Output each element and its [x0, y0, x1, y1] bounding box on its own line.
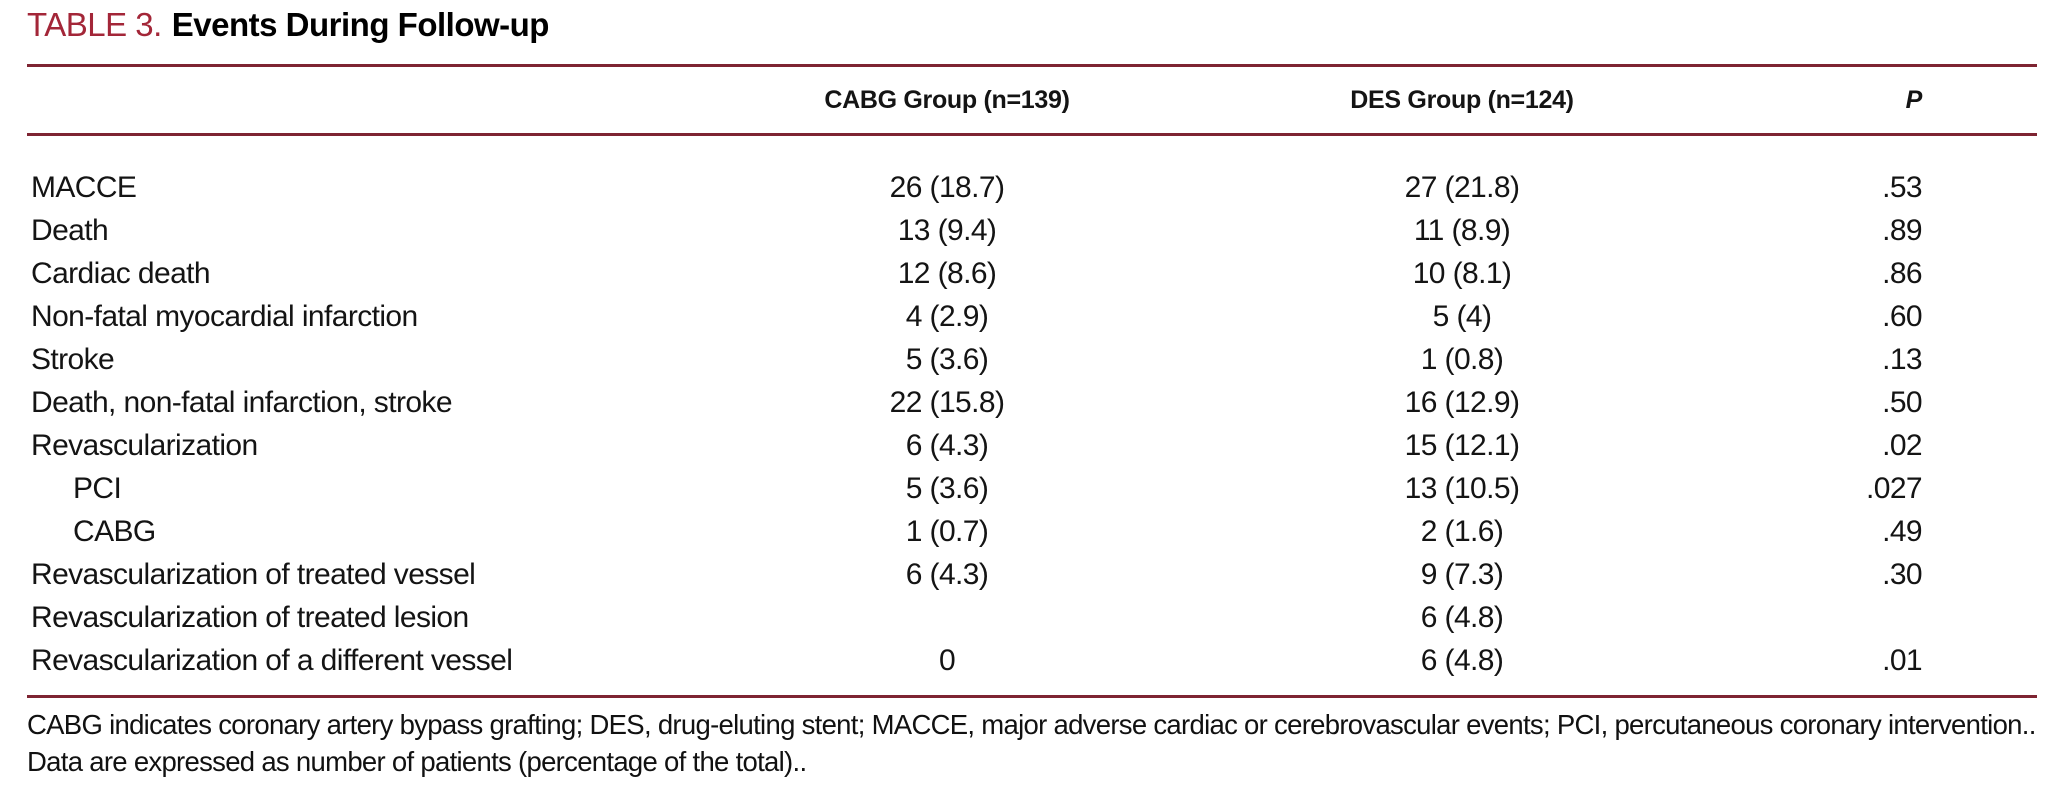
p-value: .53	[1882, 170, 1923, 204]
table-footnotes: CABG indicates coronary artery bypass gr…	[27, 706, 2037, 780]
p-value: .027	[1866, 471, 1923, 505]
cabg-value: 12 (8.6)	[897, 256, 997, 290]
p-value: .02	[1882, 428, 1923, 462]
rule-top	[27, 64, 2037, 67]
row-label: Non-fatal myocardial infarction	[31, 299, 418, 333]
des-value: 6 (4.8)	[1420, 643, 1504, 677]
table-title: TABLE 3. Events During Follow-up	[27, 6, 549, 44]
table-row: CABG 1 (0.7) 2 (1.6) .49	[27, 510, 2037, 553]
table-row: MACCE 26 (18.7) 27 (21.8) .53	[27, 166, 2037, 209]
row-label: Revascularization of a different vessel	[31, 643, 513, 677]
cabg-value: 5 (3.6)	[905, 342, 989, 376]
des-value: 1 (0.8)	[1420, 342, 1504, 376]
des-value: 9 (7.3)	[1420, 557, 1504, 591]
p-value: .89	[1882, 213, 1923, 247]
table-row: Non-fatal myocardial infarction 4 (2.9) …	[27, 295, 2037, 338]
des-value: 11 (8.9)	[1413, 213, 1511, 247]
cabg-value: 6 (4.3)	[905, 428, 989, 462]
p-value: .13	[1882, 342, 1923, 376]
cabg-value: 13 (9.4)	[897, 213, 997, 247]
p-value: .49	[1882, 514, 1923, 548]
cabg-value: 22 (15.8)	[889, 385, 1005, 419]
p-value: .60	[1882, 299, 1923, 333]
table-body: MACCE 26 (18.7) 27 (21.8) .53 Death 13 (…	[27, 166, 2037, 682]
header-cabg-group: CABG Group (n=139)	[824, 85, 1070, 114]
row-label: PCI	[73, 471, 122, 505]
row-label: Cardiac death	[31, 256, 211, 290]
table-row: Death 13 (9.4) 11 (8.9) .89	[27, 209, 2037, 252]
table-row: Revascularization 6 (4.3) 15 (12.1) .02	[27, 424, 2037, 467]
rule-bottom	[27, 695, 2037, 698]
cabg-value: 4 (2.9)	[905, 299, 989, 333]
cabg-value: 26 (18.7)	[889, 170, 1005, 204]
des-value: 6 (4.8)	[1420, 600, 1504, 634]
row-label: Revascularization of treated vessel	[31, 557, 476, 591]
des-value: 27 (21.8)	[1404, 170, 1520, 204]
table-row: Cardiac death 12 (8.6) 10 (8.1) .86	[27, 252, 2037, 295]
footnote-abbreviations: CABG indicates coronary artery bypass gr…	[27, 709, 2036, 740]
des-value: 16 (12.9)	[1404, 385, 1520, 419]
row-label: Revascularization	[31, 428, 258, 462]
rule-header-bottom	[27, 133, 2037, 136]
row-label: Revascularization of treated lesion	[31, 600, 469, 634]
row-label: CABG	[73, 514, 156, 548]
row-label: Stroke	[31, 342, 115, 376]
table-row: Revascularization of a different vessel …	[27, 639, 2037, 682]
row-label: Death, non-fatal infarction, stroke	[31, 385, 453, 419]
row-label: Death	[31, 213, 109, 247]
table-row: PCI 5 (3.6) 13 (10.5) .027	[27, 467, 2037, 510]
p-value: .01	[1882, 643, 1923, 677]
des-value: 2 (1.6)	[1420, 514, 1504, 548]
table-row: Revascularization of treated vessel 6 (4…	[27, 553, 2037, 596]
des-value: 13 (10.5)	[1404, 471, 1520, 505]
footnote-data-format: Data are expressed as number of patients…	[27, 746, 807, 777]
table-header-row: CABG Group (n=139) DES Group (n=124) P	[27, 67, 2037, 133]
des-value: 10 (8.1)	[1412, 256, 1512, 290]
cabg-value: 1 (0.7)	[905, 514, 989, 548]
header-des-group: DES Group (n=124)	[1350, 85, 1574, 114]
table-row: Stroke 5 (3.6) 1 (0.8) .13	[27, 338, 2037, 381]
p-value: .86	[1882, 256, 1923, 290]
row-label: MACCE	[31, 170, 137, 204]
table-caption: Events During Follow-up	[171, 6, 550, 43]
cabg-value: 0	[938, 643, 956, 677]
table-row: Death, non-fatal infarction, stroke 22 (…	[27, 381, 2037, 424]
des-value: 15 (12.1)	[1404, 428, 1520, 462]
cabg-value: 5 (3.6)	[905, 471, 989, 505]
table-number: TABLE 3.	[27, 6, 162, 43]
p-value: .50	[1882, 385, 1923, 419]
table-row: Revascularization of treated lesion 6 (4…	[27, 596, 2037, 639]
p-value: .30	[1882, 557, 1923, 591]
cabg-value: 6 (4.3)	[905, 557, 989, 591]
des-value: 5 (4)	[1432, 299, 1492, 333]
header-p-value: P	[1905, 85, 1923, 114]
